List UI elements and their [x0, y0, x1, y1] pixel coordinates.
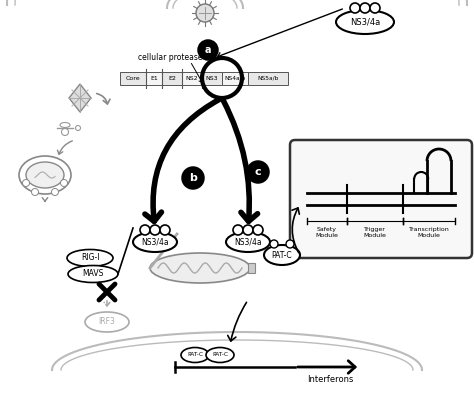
Bar [222, 72, 248, 84]
Ellipse shape [85, 312, 129, 332]
Circle shape [286, 240, 294, 248]
Bar [146, 72, 162, 84]
Text: PAT-C: PAT-C [272, 251, 292, 259]
Circle shape [370, 3, 380, 13]
Text: NS2: NS2 [186, 76, 198, 80]
Text: Trigger
Module: Trigger Module [364, 227, 386, 238]
Bar [182, 72, 202, 84]
Circle shape [233, 225, 243, 235]
Bar [248, 263, 255, 273]
Circle shape [248, 162, 268, 182]
Circle shape [199, 41, 217, 59]
Circle shape [196, 4, 214, 22]
Text: NS3/4a: NS3/4a [234, 238, 262, 246]
Circle shape [75, 126, 81, 131]
Ellipse shape [206, 348, 234, 362]
Bar [162, 72, 182, 84]
Circle shape [253, 225, 263, 235]
Text: NS3/4a: NS3/4a [350, 17, 380, 27]
Circle shape [270, 240, 278, 248]
Circle shape [360, 3, 370, 13]
Circle shape [61, 179, 67, 187]
Circle shape [62, 128, 69, 135]
Circle shape [150, 225, 160, 235]
Text: NS4a/b: NS4a/b [224, 76, 246, 80]
Text: Core: Core [126, 76, 140, 80]
Ellipse shape [19, 156, 71, 194]
Bar [120, 72, 146, 84]
Ellipse shape [150, 253, 250, 283]
Circle shape [350, 3, 360, 13]
Text: Interferons: Interferons [307, 375, 353, 385]
Circle shape [183, 168, 203, 188]
Text: MAVS: MAVS [82, 270, 104, 278]
Ellipse shape [26, 162, 64, 188]
Ellipse shape [181, 348, 209, 362]
Ellipse shape [68, 265, 118, 282]
Text: NS3/4a: NS3/4a [141, 238, 169, 246]
Text: IRF3: IRF3 [99, 318, 116, 326]
Circle shape [22, 179, 29, 187]
Text: NS3: NS3 [206, 76, 219, 80]
Text: a: a [205, 45, 211, 55]
Circle shape [52, 188, 58, 196]
Ellipse shape [60, 122, 70, 128]
FancyBboxPatch shape [290, 140, 472, 258]
Text: Transcription
Module: Transcription Module [409, 227, 449, 238]
Circle shape [160, 225, 170, 235]
Text: E1: E1 [150, 76, 158, 80]
Circle shape [243, 225, 253, 235]
Text: E2: E2 [168, 76, 176, 80]
Ellipse shape [67, 249, 113, 267]
Text: b: b [189, 173, 197, 183]
Text: Safety
Module: Safety Module [316, 227, 338, 238]
Ellipse shape [336, 10, 394, 34]
Text: NS5a/b: NS5a/b [257, 76, 279, 80]
Bar [248, 72, 288, 84]
Ellipse shape [264, 245, 300, 265]
Text: cellular protease: cellular protease [138, 53, 202, 61]
Circle shape [140, 225, 150, 235]
Text: c: c [255, 167, 261, 177]
Polygon shape [69, 84, 91, 112]
Text: RIG-I: RIG-I [81, 253, 99, 263]
Ellipse shape [133, 232, 177, 252]
Circle shape [31, 188, 38, 196]
Ellipse shape [226, 232, 270, 252]
Text: PAT-C: PAT-C [212, 352, 228, 358]
Bar [202, 72, 222, 84]
Text: PAT-C: PAT-C [187, 352, 203, 358]
